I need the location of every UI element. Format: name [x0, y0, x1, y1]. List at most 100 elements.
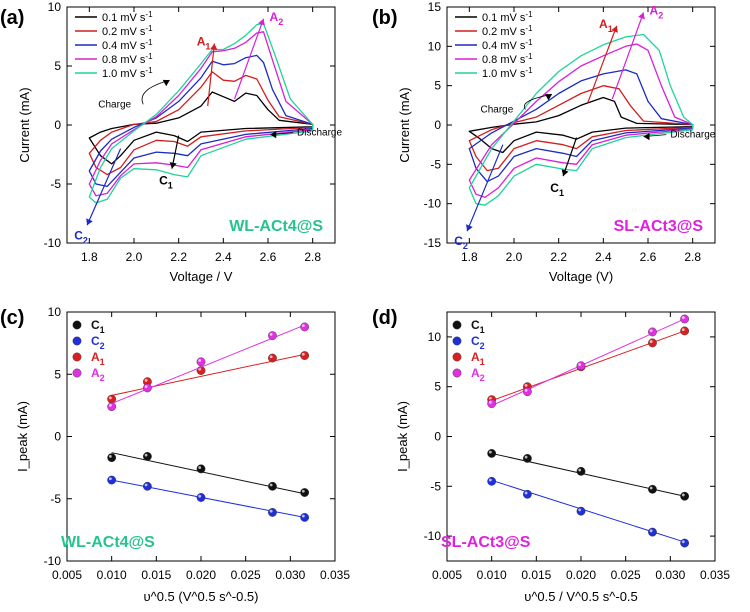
data-point: [107, 402, 117, 412]
arrow-head: [611, 25, 618, 33]
x-tick-label: 0.005: [432, 568, 462, 582]
y-axis-title: Current (mA): [17, 87, 32, 162]
legend-label: 1.0 mV s-1: [102, 66, 153, 80]
point-highlight: [269, 483, 273, 487]
legend-value: 0.2: [102, 26, 120, 38]
data-point: [268, 508, 277, 517]
x-tick-label: 2.2: [550, 250, 567, 264]
data-point: [523, 489, 532, 499]
data-point: [196, 464, 206, 474]
point-highlight: [488, 450, 492, 454]
a1-label: A1: [197, 35, 211, 52]
legend-sub: 2: [480, 341, 485, 351]
legend-exp: -1: [525, 52, 533, 61]
legend-exp: -1: [525, 66, 533, 75]
point-highlight: [301, 514, 305, 518]
y-tick-label: -5: [430, 157, 441, 171]
a2-sub: 2: [278, 17, 283, 27]
legend-exp: -1: [525, 10, 533, 19]
data-point: [300, 488, 310, 497]
data-point: [196, 493, 206, 502]
point-highlight: [524, 455, 528, 459]
data-point: [268, 481, 277, 491]
arrow-head: [258, 18, 265, 26]
x-tick-label: 2.8: [304, 250, 321, 264]
x-tick-label: 0.035: [320, 568, 350, 582]
x-tick-label: 0.030: [655, 568, 685, 582]
legend-value: 0.8: [102, 54, 120, 66]
x-tick-label: 0.020: [186, 568, 216, 582]
legend-label: 0.4 mV s-1: [482, 38, 533, 52]
x-tick-label: 1.8: [461, 250, 478, 264]
a2-sub: 2: [658, 11, 663, 21]
data-point: [300, 513, 310, 522]
arrow-head: [466, 224, 473, 232]
point-highlight: [649, 340, 653, 343]
arrow-head: [86, 218, 93, 226]
panel-label: (c): [0, 307, 24, 329]
y-tick-label: 5: [434, 79, 441, 93]
legend-value: 0.4: [482, 40, 500, 52]
c1-arrow: [562, 137, 578, 177]
point-highlight: [681, 316, 685, 320]
arrow-head: [638, 12, 645, 20]
y-tick-label: 5: [54, 59, 61, 73]
x-tick-label: 2.4: [595, 250, 612, 264]
legend-sub: 1: [480, 357, 485, 367]
legend-label: 0.1 mV s-1: [102, 10, 153, 24]
legend-unit: mV s: [500, 12, 526, 24]
a2-arrow: [611, 12, 645, 100]
a1-sub: 1: [205, 42, 210, 52]
cv-curve-0.2: [468, 85, 694, 172]
legend-value: 0.4: [102, 40, 120, 52]
legend-unit: mV s: [500, 26, 526, 38]
a2-label: A2: [650, 4, 664, 21]
data-point: [268, 331, 277, 341]
legend-label: C2: [91, 334, 105, 351]
cv-curve-0.4: [88, 54, 314, 188]
y-tick-label: 10: [48, 305, 62, 319]
discharge-label: Discharge: [670, 130, 715, 141]
cv-curve-0.8: [468, 43, 694, 199]
legend-marker: [72, 336, 82, 346]
point-highlight: [269, 509, 273, 513]
point-highlight: [578, 468, 582, 472]
x-tick-label: 2.8: [684, 250, 701, 264]
legend-label: C1: [471, 318, 485, 335]
point-highlight: [524, 388, 528, 392]
a2-label: A2: [270, 10, 284, 27]
data-point: [523, 454, 532, 463]
point-highlight: [301, 324, 305, 328]
panel-label: (b): [372, 7, 398, 29]
plot-frame: [66, 311, 336, 562]
legend-value: 0.2: [482, 26, 500, 38]
point-highlight: [488, 396, 492, 400]
legend-label: 0.8 mV s-1: [482, 52, 533, 66]
legend-value: 0.8: [482, 54, 500, 66]
point-highlight: [144, 453, 148, 457]
legend-unit: mV s: [120, 68, 146, 80]
point-highlight: [524, 384, 528, 387]
legend-exp: -1: [525, 24, 533, 33]
data-point: [648, 338, 657, 348]
y-tick-label: 10: [428, 39, 442, 53]
y-tick-label: 10: [428, 330, 442, 344]
point-highlight: [198, 466, 202, 469]
legend-unit: mV s: [120, 54, 146, 66]
arrow-head: [643, 132, 650, 141]
x-tick-label: 0.025: [611, 568, 641, 582]
point-highlight: [198, 494, 202, 498]
x-axis-title: υ^0.5 (V^0.5 s^-0.5): [143, 589, 258, 604]
sample-title: WL-ACt4@S: [61, 534, 155, 551]
legend-unit: mV s: [120, 26, 146, 38]
legend-label: 0.8 mV s-1: [102, 52, 153, 66]
point-highlight: [524, 491, 528, 495]
legend-sub: 2: [100, 373, 105, 383]
point-highlight: [144, 379, 148, 382]
legend-marker: [72, 320, 82, 330]
sample-title: SL-ACt3@S: [441, 534, 531, 551]
cv-curve-0.1: [468, 96, 694, 154]
x-tick-label: 0.030: [275, 568, 305, 582]
data-point: [268, 353, 277, 363]
legend-value: 0.1: [102, 12, 120, 24]
